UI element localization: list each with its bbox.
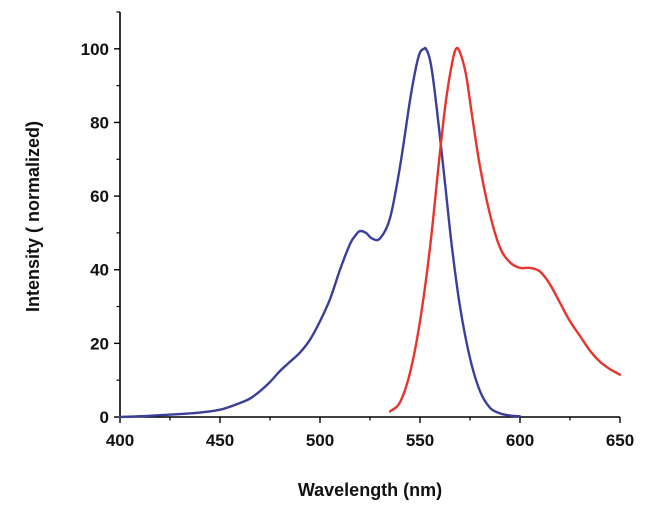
x-tick-label: 400 (106, 431, 134, 450)
x-tick-label: 450 (206, 431, 234, 450)
x-tick-label: 650 (606, 431, 634, 450)
y-tick-label: 80 (90, 113, 109, 132)
y-tick-label: 0 (100, 408, 109, 427)
series-line-emission (388, 46, 622, 413)
y-tick-label: 100 (81, 40, 109, 59)
x-tick-label: 600 (506, 431, 534, 450)
y-axis-title: Intensity ( normalized) (23, 121, 43, 312)
x-tick-label: 500 (306, 431, 334, 450)
plot-area: 400 450 500 550 600 650 0 20 40 60 80 100 (81, 11, 634, 450)
x-axis-title: Wavelength (nm) (298, 480, 442, 500)
x-tick-label: 550 (406, 431, 434, 450)
y-tick-label: 20 (90, 334, 109, 353)
series-line-excitation (118, 46, 522, 419)
y-tick-label: 60 (90, 187, 109, 206)
y-tick-label: 40 (90, 261, 109, 280)
